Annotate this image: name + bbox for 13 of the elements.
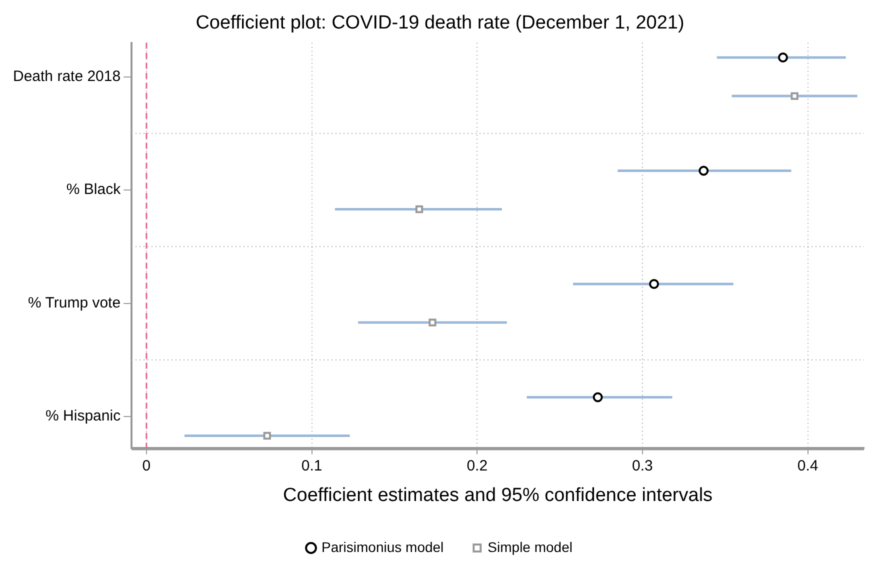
x-tick-label: 0.2 [466,457,488,474]
x-tick-label: 0.1 [301,457,322,474]
legend-label: Parisimonius model [322,538,444,555]
chart-title: Coefficient plot: COVID-19 death rate (December 1, 2021) [196,12,684,34]
y-tick-label: Death rate 2018 [13,68,121,85]
legend-label: Simple model [488,538,572,555]
x-tick-label: 0 [142,457,151,474]
y-tick-label: % Trump vote [28,294,121,312]
x-tick-label: 0.3 [632,457,653,474]
x-axis-title: Coefficient estimates and 95% confidence intervals [283,484,713,506]
x-tick-label: 0.4 [797,457,818,474]
y-tick-label: % Black [66,181,122,198]
y-tick-label: % Hispanic [46,408,122,425]
